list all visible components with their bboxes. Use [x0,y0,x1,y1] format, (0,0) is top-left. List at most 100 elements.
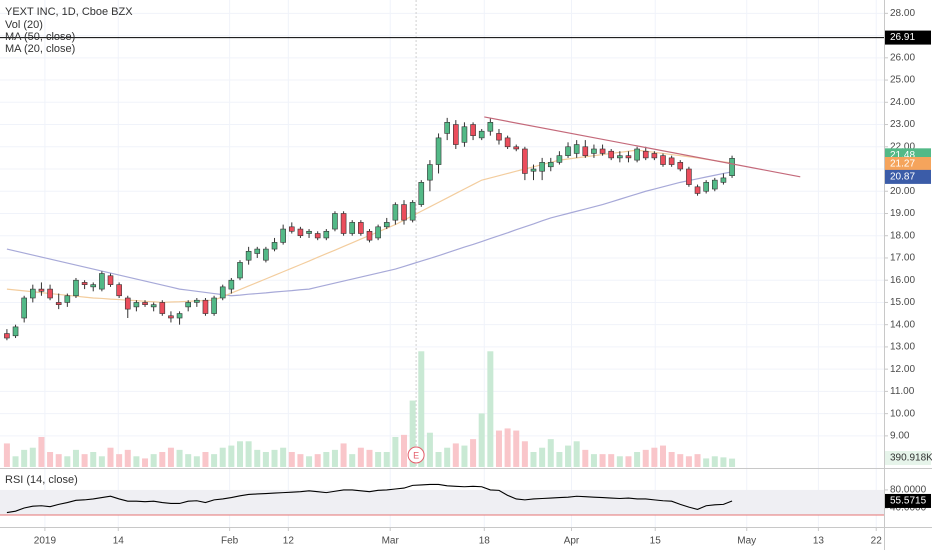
candle-body [142,302,148,305]
candle-body [90,284,97,288]
candle-body [47,288,53,299]
volume-bar [72,449,79,467]
volume-bar [357,447,364,467]
volume-bar [435,452,442,467]
price-label-box [885,169,931,184]
volume-bar [262,452,269,467]
candle-body [591,148,597,154]
volume-bar [504,428,511,467]
candle-body [401,204,407,221]
trend-line [484,116,801,178]
candle-body [556,155,563,163]
candle-body [297,228,304,237]
candle-body [358,222,364,234]
candle-body [55,302,62,305]
x-tick-label: 15 [650,536,662,547]
volume-bar [383,452,390,467]
x-tick-label: May [737,536,756,547]
price-label-box [885,30,931,45]
volume-bar [461,445,468,467]
candle-body [599,148,606,154]
candle-body [159,302,166,314]
rsi-line [6,483,733,514]
volume-bar [271,449,278,467]
candle-body [194,299,200,303]
price-label: 390.918K [890,453,932,464]
candle-body [124,297,131,310]
candle-body [582,146,589,156]
volume-layer [3,351,736,467]
rsi-layer [0,483,884,516]
y-tick-label: 12.00 [890,364,915,375]
volume-bar [297,454,304,467]
volume-bar [470,439,477,467]
y-tick-label: 13.00 [890,342,915,353]
y-tick-label: 26.00 [890,52,915,63]
x-tick-label: 22 [871,536,883,547]
candle-body [608,150,615,159]
volume-bar [720,457,727,467]
volume-bar [340,443,347,467]
volume-bar [142,458,149,467]
x-tick-label: 13 [813,536,825,547]
volume-bar [608,454,615,467]
price-label: 21.27 [890,159,915,170]
candle-body [349,222,356,234]
candle-body [64,295,71,303]
volume-bar [660,445,666,467]
candle-body [150,304,157,308]
candle-body [565,146,571,156]
candle-body [237,262,243,279]
x-tick-label: 2019 [34,536,57,547]
candle-body [686,168,692,185]
candle-body [323,230,330,239]
candle-body [228,279,235,290]
legend-ma20: MA (20, close) [5,43,75,55]
y-tick-label: 19.00 [890,208,915,219]
candle-body [418,182,425,205]
axes: 9.00 10.00 11.00 12.00 13.00 14.00 15.00 16.00 1… [34,8,932,547]
x-tick-label: 18 [479,536,491,547]
x-tick-label: 12 [283,536,295,547]
candle-body [73,279,79,297]
volume-bar [314,454,321,467]
volume-bar [573,441,580,467]
volume-bar [202,452,209,467]
price-label: 26.91 [890,32,915,43]
candle-body [375,226,381,239]
volume-bar [228,445,235,467]
volume-bar [444,447,451,467]
y-tick-label: 23.00 [890,119,915,130]
volume-bar [729,458,736,467]
candle-body [38,288,45,292]
volume-bar [634,452,641,467]
x-tick-label: Apr [564,536,580,547]
volume-bar [288,452,295,467]
candle-body [547,162,554,168]
candle-body [409,202,416,221]
candle-body [245,250,252,261]
candle-body [720,177,727,183]
candle-body [4,333,10,339]
candle-body [314,233,321,239]
volume-bar [703,458,710,467]
volume-bar [12,456,19,467]
volume-bar [590,454,597,467]
candle-body [642,150,649,159]
candle-body [660,155,666,165]
y-tick-label: 18.00 [890,230,915,241]
candle-body [703,182,709,192]
volume-bar [159,452,166,467]
volume-bar [426,432,433,467]
candle-body [30,288,36,299]
volume-bar [547,439,554,467]
candle-body [427,164,433,181]
volume-bar [668,452,675,467]
candle-body [711,179,718,190]
volume-bar [124,449,131,467]
price-label: 21.48 [890,150,915,161]
candle-body [677,162,684,170]
candle-body [522,148,528,174]
y-tick-label: 20.00 [890,186,915,197]
